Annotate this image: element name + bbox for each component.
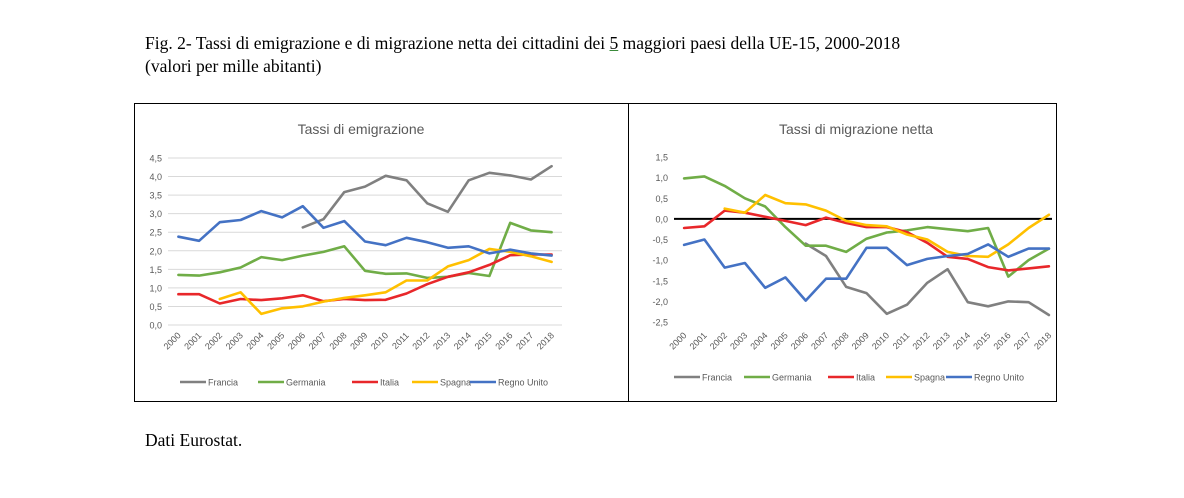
- x-tick-label: 2005: [769, 330, 790, 351]
- legend-label-spagna: Spagna: [440, 378, 471, 388]
- legend-label-italia: Italia: [380, 378, 399, 388]
- x-tick-label: 2010: [369, 330, 390, 351]
- series-line-spagna: [723, 193, 1051, 259]
- chart-title: Tassi di emigrazione: [298, 121, 425, 137]
- x-tick-label: 2002: [203, 330, 224, 351]
- y-tick-label: 3,0: [149, 209, 162, 219]
- series-line-regno-unito: [682, 238, 1051, 302]
- x-tick-label: 2006: [789, 330, 810, 351]
- panel-divider: [628, 103, 629, 402]
- x-tick-label: 2004: [244, 330, 265, 351]
- figure-caption-line1: Fig. 2- Tassi di emigrazione e di migraz…: [145, 33, 900, 54]
- x-tick-label: 2015: [971, 330, 992, 351]
- y-tick-label: 1,0: [655, 173, 668, 183]
- x-tick-label: 2013: [431, 330, 452, 351]
- x-tick-label: 2008: [327, 330, 348, 351]
- x-tick-label: 2016: [493, 330, 514, 351]
- x-tick-label: 2012: [910, 330, 931, 351]
- x-tick-label: 2004: [748, 330, 769, 351]
- legend-label-germania: Germania: [286, 378, 326, 388]
- x-tick-label: 2003: [224, 330, 245, 351]
- x-tick-label: 2009: [850, 330, 871, 351]
- y-tick-label: -2,5: [652, 318, 668, 328]
- y-tick-label: -1,0: [652, 256, 668, 266]
- x-tick-label: 2017: [514, 330, 535, 351]
- x-tick-label: 2013: [931, 330, 952, 351]
- x-tick-label: 2003: [728, 330, 749, 351]
- caption-text-a: Fig. 2- Tassi di emigrazione e di migraz…: [145, 33, 610, 53]
- x-tick-label: 2018: [535, 330, 556, 351]
- x-tick-label: 2008: [829, 330, 850, 351]
- series-line-germania: [177, 221, 553, 280]
- series-line-regno-unito: [177, 204, 553, 257]
- figure-frame: [134, 103, 1057, 402]
- y-tick-label: 0,0: [655, 214, 668, 224]
- series-line-italia: [177, 253, 553, 305]
- y-tick-label: -0,5: [652, 235, 668, 245]
- y-tick-label: 3,5: [149, 191, 162, 201]
- legend-label-francia: Francia: [208, 378, 238, 388]
- x-tick-label: 2011: [390, 330, 411, 351]
- x-tick-label: 2007: [809, 330, 830, 351]
- caption-underlined-number: 5: [609, 33, 619, 53]
- y-tick-label: 0,5: [655, 194, 668, 204]
- series-line-spagna: [218, 247, 553, 316]
- x-tick-label: 2002: [708, 330, 729, 351]
- x-tick-label: 2014: [452, 330, 473, 351]
- x-tick-label: 2006: [286, 330, 307, 351]
- y-tick-label: 1,5: [149, 265, 162, 275]
- x-tick-label: 2015: [473, 330, 494, 351]
- x-tick-label: 2005: [265, 330, 286, 351]
- x-tick-label: 2012: [410, 330, 431, 351]
- y-tick-label: -1,5: [652, 276, 668, 286]
- series-line-germania: [682, 175, 1051, 278]
- y-tick-label: 4,5: [149, 154, 162, 164]
- legend-label-italia: Italia: [856, 373, 875, 383]
- x-tick-label: 2000: [162, 330, 183, 351]
- series-line-francia: [301, 164, 553, 229]
- y-tick-label: 1,5: [655, 153, 668, 163]
- x-tick-label: 2009: [348, 330, 369, 351]
- emigration-chart: Tassi di emigrazione 4,5 4,0 3,5 3,0 2,5 2,0 1,…: [149, 121, 562, 388]
- x-tick-label: 2017: [1012, 330, 1033, 351]
- x-tick-label: 2010: [870, 330, 891, 351]
- x-tick-label: 2007: [307, 330, 328, 351]
- legend-label-germania: Germania: [772, 373, 812, 383]
- y-tick-label: 0,5: [149, 302, 162, 312]
- x-tick-label: 2016: [992, 330, 1013, 351]
- y-tick-label: 1,0: [149, 283, 162, 293]
- legend-label-regno-unito: Regno Unito: [498, 378, 548, 388]
- x-tick-label: 2001: [688, 330, 709, 351]
- series-line-francia: [804, 242, 1051, 317]
- x-tick-label: 2001: [182, 330, 203, 351]
- legend-label-francia: Francia: [702, 373, 732, 383]
- x-tick-label: 2011: [891, 330, 912, 351]
- y-tick-label: 2,0: [149, 246, 162, 256]
- y-tick-label: 2,5: [149, 228, 162, 238]
- x-tick-label: 2018: [1032, 330, 1052, 351]
- x-tick-label: 2000: [667, 330, 688, 351]
- chart-title: Tassi di migrazione netta: [779, 121, 933, 137]
- figure-caption-line2: (valori per mille abitanti): [145, 56, 322, 76]
- x-tick-label: 2014: [951, 330, 972, 351]
- y-tick-label: 4,0: [149, 172, 162, 182]
- legend-label-spagna: Spagna: [914, 373, 945, 383]
- legend-label-regno-unito: Regno Unito: [974, 373, 1024, 383]
- net-migration-chart: Tassi di migrazione netta 1,5 1,0 0,5 0,0 -0,…: [652, 121, 1052, 383]
- y-tick-label: -2,0: [652, 297, 668, 307]
- caption-text-b: maggiori paesi della UE-15, 2000-2018: [618, 33, 901, 53]
- source-note: Dati Eurostat.: [145, 430, 243, 450]
- y-tick-label: 0,0: [149, 321, 162, 331]
